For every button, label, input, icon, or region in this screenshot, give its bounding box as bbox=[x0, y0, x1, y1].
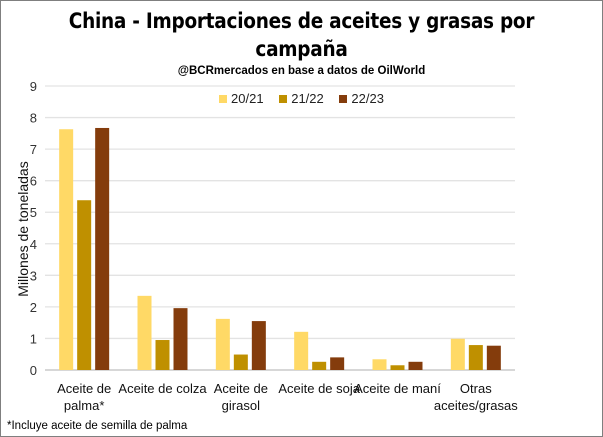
y-tick-label: 3 bbox=[30, 268, 37, 283]
legend: 20/21 21/22 22/23 bbox=[1, 91, 602, 106]
x-tick-label: Aceite de bbox=[214, 381, 268, 396]
bar bbox=[137, 295, 152, 370]
x-tick-label: palma* bbox=[64, 398, 104, 413]
bar bbox=[95, 127, 110, 370]
x-tick-label: Aceite de bbox=[57, 381, 111, 396]
x-tick-label: aceites/grasas bbox=[434, 398, 518, 413]
bar bbox=[77, 200, 92, 370]
bar bbox=[155, 340, 170, 370]
x-tick-label: Aceite de colza bbox=[118, 381, 207, 396]
chart-subtitle: @BCRmercados en base a datos de OilWorld bbox=[177, 65, 426, 77]
y-tick-label: 5 bbox=[30, 205, 37, 220]
chart-title: China - Importaciones de aceites y grasa… bbox=[68, 9, 535, 61]
y-tick-label: 0 bbox=[30, 363, 37, 378]
bar bbox=[450, 338, 465, 370]
bar bbox=[390, 365, 405, 370]
bar bbox=[294, 331, 309, 370]
bar bbox=[59, 129, 74, 370]
y-tick-label: 9 bbox=[30, 79, 37, 94]
bar bbox=[312, 361, 327, 370]
bar bbox=[408, 361, 423, 370]
bar bbox=[251, 321, 266, 370]
x-tick-label: Aceite de soja bbox=[278, 381, 360, 396]
x-tick-label: Otras bbox=[460, 381, 492, 396]
bar bbox=[330, 357, 345, 370]
y-tick-label: 8 bbox=[30, 111, 37, 126]
legend-item: 21/22 bbox=[279, 91, 324, 106]
legend-item: 22/23 bbox=[339, 91, 384, 106]
bar bbox=[468, 345, 483, 370]
y-tick-label: 4 bbox=[30, 237, 37, 252]
bar bbox=[486, 345, 501, 370]
x-tick-label: girasol bbox=[222, 398, 260, 413]
bar bbox=[173, 308, 188, 370]
y-tick-label: 2 bbox=[30, 300, 37, 315]
bar bbox=[372, 359, 387, 370]
legend-item: 20/21 bbox=[219, 91, 264, 106]
bar bbox=[215, 318, 230, 370]
y-tick-label: 7 bbox=[30, 142, 37, 157]
bar bbox=[233, 354, 248, 370]
y-tick-label: 1 bbox=[30, 331, 37, 346]
footnote: *Incluye aceite de semilla de palma bbox=[7, 420, 188, 432]
y-tick-label: 6 bbox=[30, 174, 37, 189]
x-tick-label: Aceite de maní bbox=[354, 381, 441, 396]
